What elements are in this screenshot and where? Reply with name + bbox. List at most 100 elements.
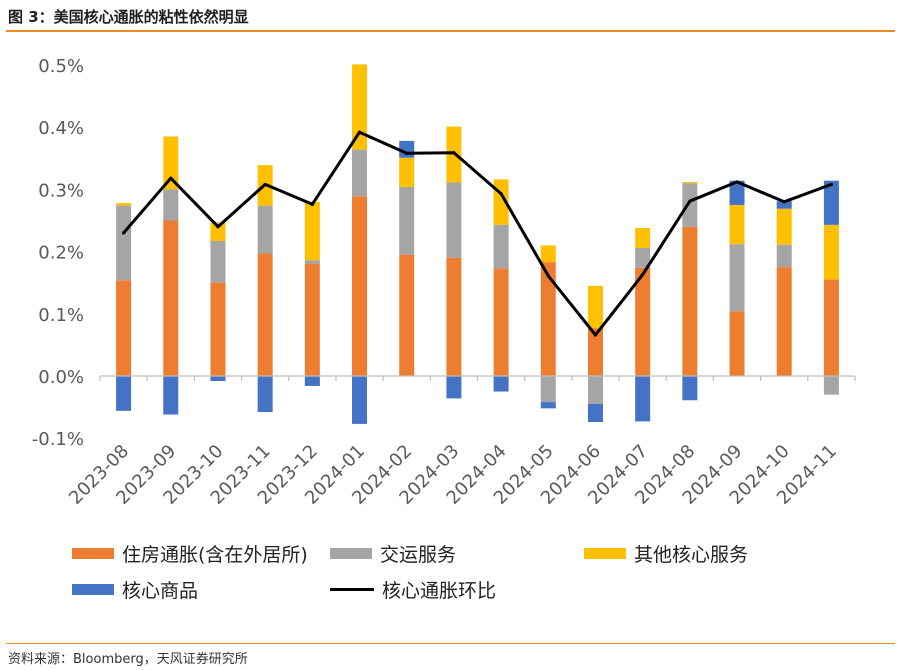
bar-segment-housing [210, 282, 226, 376]
bar-segment-other-services [352, 64, 368, 150]
core-mom-point [735, 180, 739, 184]
legend-swatch-other-services [584, 548, 626, 559]
bar-segment-core-goods [776, 201, 792, 209]
core-mom-point [216, 225, 220, 229]
core-mom-point [452, 151, 456, 155]
legend-label-core-mom: 核心通胀环比 [382, 580, 497, 602]
y-tick-label: -0.1% [32, 429, 84, 450]
bar-segment-transport [210, 241, 226, 283]
core-mom-point [357, 130, 362, 134]
legend-item-housing: 住房通胀(含在外居所) [72, 540, 308, 567]
bar-segment-core-goods [540, 402, 556, 409]
legend-line-core-mom [330, 588, 374, 591]
core-mom-point [405, 151, 409, 155]
bar-segment-transport [682, 183, 698, 227]
bar-segment-housing [540, 262, 556, 376]
bar-segment-other-services [635, 227, 651, 248]
core-mom-point [782, 200, 786, 204]
y-tick-label: 0.3% [38, 180, 84, 201]
bar-segment-core-goods [493, 376, 509, 392]
bar-segment-transport [587, 376, 603, 404]
bar-segment-core-goods [210, 376, 226, 381]
core-mom-point [121, 231, 126, 235]
core-mom-line [122, 130, 832, 337]
core-mom-point [829, 182, 834, 187]
bar-segment-transport [776, 244, 792, 268]
bar-segment-housing [352, 196, 368, 376]
legend-swatch-core-goods [72, 584, 114, 595]
bar-segment-housing [635, 267, 651, 376]
bar-segment-transport [163, 189, 179, 221]
chart-title: 图 3：美国核心通胀的粘性依然明显 [8, 8, 249, 26]
bar-segment-transport [399, 186, 415, 255]
title-rule [6, 30, 895, 32]
bar-segment-transport [446, 182, 462, 258]
legend-item-core-mom: 核心通胀环比 [330, 576, 496, 603]
bar-segment-core-goods [304, 376, 320, 386]
bar-segment-housing [682, 226, 698, 376]
core-mom-point [263, 182, 267, 187]
bar-segment-transport [304, 260, 320, 265]
legend-item-transport: 交运服务 [330, 540, 456, 567]
bar-segment-other-services [399, 157, 415, 187]
bar-segment-other-services [163, 136, 179, 190]
bar-segment-other-services [823, 224, 839, 280]
source-note: 资料来源：Bloomberg，天风证券研究所 [8, 652, 248, 667]
bar-segment-core-goods [729, 180, 745, 205]
core-mom-point [593, 333, 598, 337]
bar-segment-other-services [587, 285, 603, 329]
bar-segment-transport [257, 205, 273, 254]
legend-swatch-transport [330, 548, 372, 559]
bar-segment-housing [257, 253, 273, 376]
core-mom-point [169, 176, 173, 180]
bar-segment-transport [352, 149, 368, 197]
bar-segment-core-goods [116, 376, 132, 411]
bar-segment-housing [399, 254, 415, 376]
y-tick-label: 0.5% [38, 56, 84, 77]
bar-segment-other-services [776, 208, 792, 245]
core-mom-point [310, 202, 314, 206]
core-mom-point [641, 273, 645, 277]
legend-label-transport: 交运服务 [380, 544, 457, 566]
bar-segment-housing [446, 257, 462, 376]
bar-segment-core-goods [635, 376, 651, 422]
bar-segment-transport [493, 224, 509, 269]
y-tick-label: 0.4% [38, 118, 84, 139]
legend-item-core-goods: 核心商品 [72, 576, 198, 603]
bar-segment-housing [304, 264, 320, 376]
legend-label-core-goods: 核心商品 [122, 580, 199, 602]
bar-segment-housing [729, 311, 745, 376]
bar-segment-other-services [729, 204, 745, 245]
bar-segment-other-services [210, 222, 226, 242]
bar-segment-core-goods [446, 376, 462, 399]
bar-segment-housing [116, 280, 132, 376]
source-rule [6, 643, 895, 644]
bar-segment-core-goods [399, 140, 415, 158]
core-mom-point [499, 192, 503, 196]
bar-segment-core-goods [163, 376, 179, 415]
legend-label-other-services: 其他核心服务 [634, 544, 749, 566]
bar-segment-other-services [540, 245, 556, 263]
y-tick-label: 0.1% [38, 305, 84, 326]
bar-segment-other-services [116, 203, 132, 206]
legend-item-other-services: 其他核心服务 [584, 540, 748, 567]
core-mom-point [546, 274, 550, 278]
bar-segment-housing [776, 267, 792, 376]
legend-swatch-housing [72, 548, 114, 559]
bar-segment-core-goods [587, 403, 603, 423]
bar-segment-core-goods [823, 180, 839, 225]
core-mom-point [688, 199, 692, 203]
bar-segment-other-services [682, 181, 698, 184]
bar-segment-transport [729, 244, 745, 312]
bar-segment-transport [823, 376, 839, 395]
bar-segment-housing [823, 279, 839, 376]
stacked-bar-line-chart: 0.5%0.4%0.3%0.2%0.1%0.0%-0.1%2023-082023… [32, 56, 856, 509]
legend-label-housing: 住房通胀(含在外居所) [122, 544, 308, 566]
bar-segment-core-goods [682, 376, 698, 401]
y-tick-label: 0.2% [38, 243, 84, 264]
bar-segment-housing [163, 220, 179, 376]
bar-segment-housing [493, 268, 509, 376]
bar-segment-core-goods [257, 376, 273, 413]
bar-segment-transport [540, 376, 556, 403]
y-tick-label: 0.0% [38, 367, 84, 388]
